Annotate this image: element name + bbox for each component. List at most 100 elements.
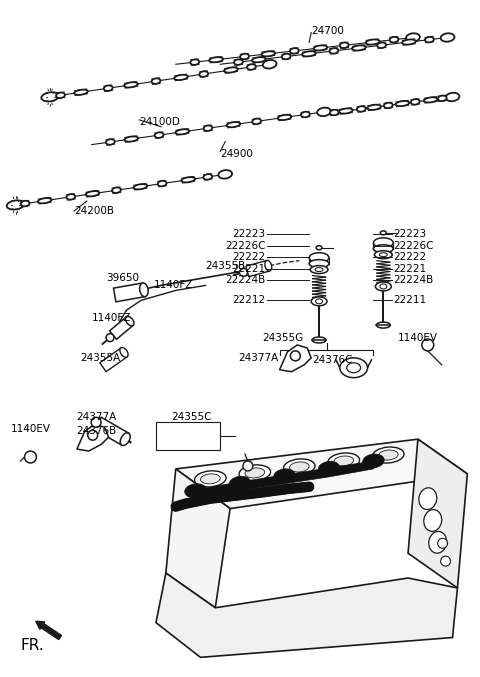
Ellipse shape — [265, 261, 272, 271]
Text: 22222: 22222 — [233, 252, 266, 262]
Polygon shape — [246, 261, 270, 277]
Text: 24355B: 24355B — [205, 261, 246, 271]
Ellipse shape — [310, 265, 328, 274]
Polygon shape — [408, 439, 468, 588]
Ellipse shape — [158, 181, 167, 186]
Ellipse shape — [289, 462, 309, 472]
Ellipse shape — [204, 174, 212, 179]
Text: 24355A: 24355A — [80, 353, 120, 363]
Ellipse shape — [406, 33, 420, 42]
Text: FR.: FR. — [21, 638, 44, 653]
Ellipse shape — [240, 269, 247, 276]
Ellipse shape — [372, 447, 404, 463]
Ellipse shape — [411, 99, 420, 105]
Text: 22222: 22222 — [393, 252, 426, 262]
Text: 22221: 22221 — [393, 263, 426, 274]
Ellipse shape — [125, 316, 134, 326]
Ellipse shape — [91, 417, 101, 427]
Ellipse shape — [376, 322, 390, 328]
Ellipse shape — [352, 45, 366, 51]
Ellipse shape — [425, 37, 434, 43]
Ellipse shape — [374, 250, 392, 259]
Ellipse shape — [124, 137, 138, 141]
Ellipse shape — [367, 105, 381, 110]
Ellipse shape — [429, 531, 447, 553]
Ellipse shape — [316, 246, 322, 250]
Ellipse shape — [357, 106, 366, 112]
Ellipse shape — [380, 231, 386, 235]
Ellipse shape — [240, 53, 249, 60]
Ellipse shape — [313, 45, 327, 51]
Ellipse shape — [104, 85, 113, 91]
Polygon shape — [95, 417, 129, 445]
Ellipse shape — [334, 456, 354, 466]
Ellipse shape — [176, 129, 189, 135]
Ellipse shape — [209, 57, 223, 62]
Text: 24700: 24700 — [311, 26, 344, 36]
Polygon shape — [166, 469, 230, 608]
Circle shape — [441, 556, 451, 566]
Ellipse shape — [274, 469, 295, 483]
Ellipse shape — [38, 198, 51, 203]
Bar — [156, 422, 220, 450]
Ellipse shape — [316, 299, 323, 304]
Ellipse shape — [174, 74, 188, 80]
Ellipse shape — [384, 103, 393, 108]
Ellipse shape — [112, 188, 121, 193]
Ellipse shape — [155, 132, 164, 138]
Polygon shape — [195, 461, 373, 499]
Ellipse shape — [330, 110, 339, 115]
Ellipse shape — [277, 115, 291, 120]
Ellipse shape — [66, 194, 75, 200]
Ellipse shape — [380, 284, 387, 289]
Text: 39650: 39650 — [107, 273, 140, 282]
Ellipse shape — [140, 283, 148, 297]
Ellipse shape — [120, 347, 128, 357]
Text: 1140FZ: 1140FZ — [154, 280, 193, 290]
Ellipse shape — [194, 471, 226, 487]
Ellipse shape — [438, 95, 447, 101]
Polygon shape — [176, 439, 468, 508]
Ellipse shape — [375, 282, 391, 291]
Text: 22223: 22223 — [393, 229, 426, 239]
Ellipse shape — [74, 89, 88, 95]
Ellipse shape — [21, 201, 30, 206]
Ellipse shape — [201, 474, 220, 484]
Ellipse shape — [424, 510, 442, 531]
Ellipse shape — [284, 459, 315, 475]
Circle shape — [438, 538, 447, 548]
Ellipse shape — [224, 68, 238, 72]
Ellipse shape — [311, 297, 327, 306]
Ellipse shape — [190, 60, 199, 65]
Text: 24377A: 24377A — [76, 412, 116, 422]
Text: 24200B: 24200B — [74, 206, 114, 216]
Ellipse shape — [340, 43, 348, 48]
Ellipse shape — [199, 71, 208, 77]
Ellipse shape — [41, 92, 59, 102]
Ellipse shape — [315, 267, 323, 271]
Ellipse shape — [56, 93, 65, 98]
Circle shape — [243, 461, 253, 471]
Ellipse shape — [424, 97, 438, 102]
Ellipse shape — [379, 253, 387, 257]
Polygon shape — [100, 348, 127, 372]
Ellipse shape — [204, 125, 212, 131]
Ellipse shape — [262, 51, 275, 56]
Ellipse shape — [373, 238, 393, 248]
Polygon shape — [109, 317, 133, 339]
Ellipse shape — [124, 82, 138, 87]
Polygon shape — [113, 283, 145, 302]
Ellipse shape — [302, 51, 316, 56]
Ellipse shape — [402, 39, 416, 45]
Ellipse shape — [328, 453, 360, 469]
Ellipse shape — [366, 39, 380, 45]
Ellipse shape — [339, 108, 353, 114]
Ellipse shape — [318, 462, 340, 475]
Ellipse shape — [229, 476, 251, 490]
Polygon shape — [156, 573, 457, 657]
Ellipse shape — [252, 57, 266, 62]
Circle shape — [290, 351, 300, 361]
Circle shape — [422, 339, 434, 351]
Text: 24376B: 24376B — [76, 427, 116, 436]
Ellipse shape — [227, 122, 240, 127]
